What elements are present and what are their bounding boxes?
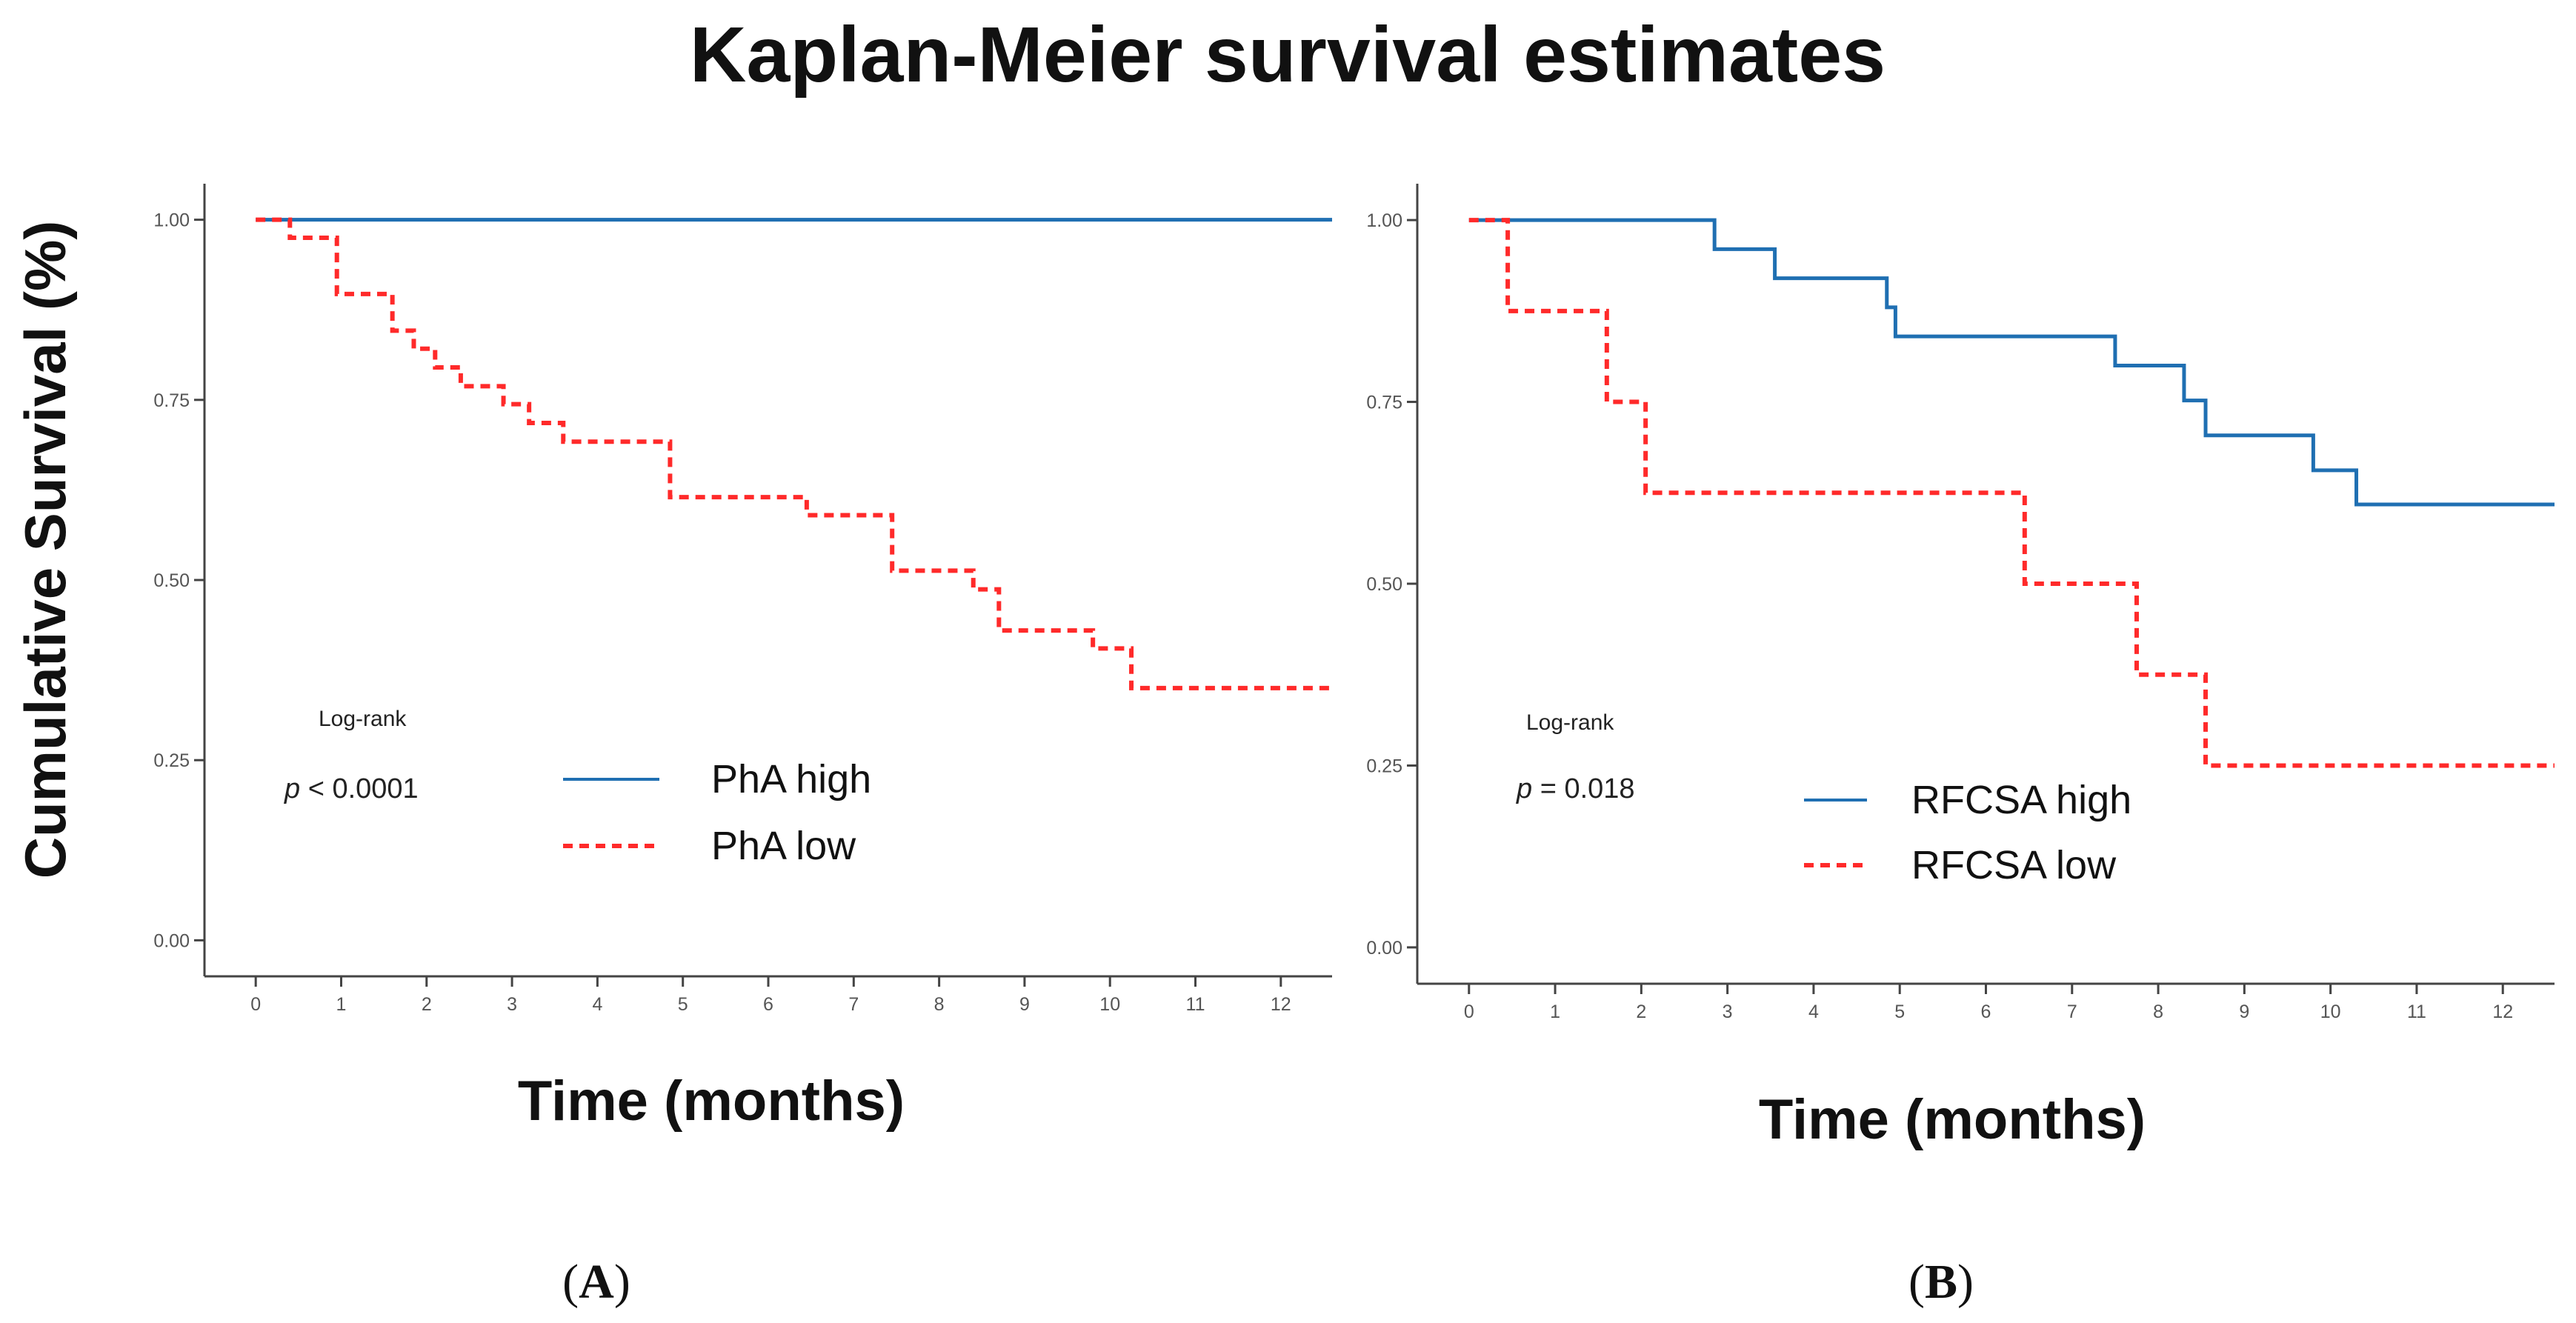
- y-tick-label: 0.25: [153, 750, 190, 771]
- panel-b: 0.000.250.500.751.000 1 2 3 4 5 6 7 8 9 10 11 12Time…: [1366, 184, 2555, 1309]
- y-tick-label: 0.00: [153, 930, 190, 951]
- panel-label: (A): [562, 1255, 630, 1309]
- legend-label: RFCSA low: [1911, 843, 2117, 887]
- x-tick-label: 5: [678, 994, 688, 1015]
- x-tick-label: 2: [422, 994, 432, 1015]
- x-tick-label: 3: [1723, 1002, 1733, 1022]
- panel-a: 0.000.250.500.751.000 1 2 3 4 5 6 7 8 9 10 11 12Time…: [153, 184, 1332, 1309]
- p-value: < 0.0001: [300, 773, 419, 804]
- legend-label: PhA high: [711, 757, 871, 802]
- x-axis-label: Time (months): [518, 1070, 905, 1133]
- y-tick-label: 0.50: [153, 570, 190, 591]
- x-tick-label: 11: [1186, 994, 1205, 1015]
- x-tick-label: 7: [848, 994, 859, 1015]
- x-tick-label: 0: [1464, 1002, 1474, 1022]
- log-rank-label: Log-rank: [319, 707, 407, 731]
- y-tick-label: 0.00: [1366, 938, 1402, 959]
- legend-label: RFCSA high: [1911, 778, 2131, 822]
- y-axis-label: Cumulative Survival (%): [13, 221, 78, 879]
- p-value: = 0.018: [1532, 773, 1634, 804]
- x-axis-label: Time (months): [1759, 1088, 2146, 1151]
- x-tick-label: 4: [1808, 1002, 1819, 1022]
- x-tick-label: 9: [1019, 994, 1030, 1015]
- y-tick-label: 0.25: [1366, 756, 1402, 776]
- series-line-rfcsa-high: [1468, 218, 2555, 507]
- x-tick-label: 8: [934, 994, 945, 1015]
- x-tick-label: 9: [2239, 1002, 2249, 1022]
- y-tick-label: 0.75: [1366, 393, 1402, 413]
- panel-letter: A: [579, 1255, 614, 1309]
- x-tick-label: 10: [2320, 1002, 2341, 1022]
- x-tick-label: 7: [2067, 1002, 2077, 1022]
- x-tick-label: 10: [1099, 994, 1120, 1015]
- series-line-pha-low: [256, 217, 1332, 690]
- y-tick-label: 1.00: [153, 210, 190, 231]
- p-value-text: p < 0.0001: [284, 773, 419, 804]
- x-tick-label: 3: [507, 994, 517, 1015]
- x-tick-label: 0: [250, 994, 261, 1015]
- p-value-text: p = 0.018: [1516, 773, 1635, 804]
- p-symbol: p: [284, 773, 300, 804]
- x-tick-label: 6: [1981, 1002, 1991, 1022]
- panel-letter: B: [1925, 1255, 1957, 1309]
- legend-label: PhA low: [711, 824, 856, 868]
- series-line-rfcsa-low: [1468, 218, 2555, 768]
- x-tick-label: 12: [1271, 994, 1291, 1015]
- x-tick-label: 12: [2492, 1002, 2513, 1022]
- y-tick-label: 0.50: [1366, 574, 1402, 595]
- y-tick-label: 0.75: [153, 390, 190, 411]
- x-tick-label: 6: [763, 994, 773, 1015]
- x-tick-label: 5: [1894, 1002, 1905, 1022]
- panel-label: (B): [1908, 1255, 1974, 1309]
- figure-title: Kaplan-Meier survival estimates: [690, 11, 1886, 99]
- p-symbol: p: [1516, 773, 1532, 804]
- x-tick-label: 8: [2153, 1002, 2163, 1022]
- x-tick-label: 11: [2407, 1002, 2426, 1022]
- y-tick-label: 1.00: [1366, 210, 1402, 231]
- log-rank-label: Log-rank: [1526, 710, 1614, 735]
- x-tick-label: 4: [592, 994, 602, 1015]
- x-tick-label: 1: [1550, 1002, 1560, 1022]
- x-tick-label: 1: [336, 994, 347, 1015]
- x-tick-label: 2: [1636, 1002, 1646, 1022]
